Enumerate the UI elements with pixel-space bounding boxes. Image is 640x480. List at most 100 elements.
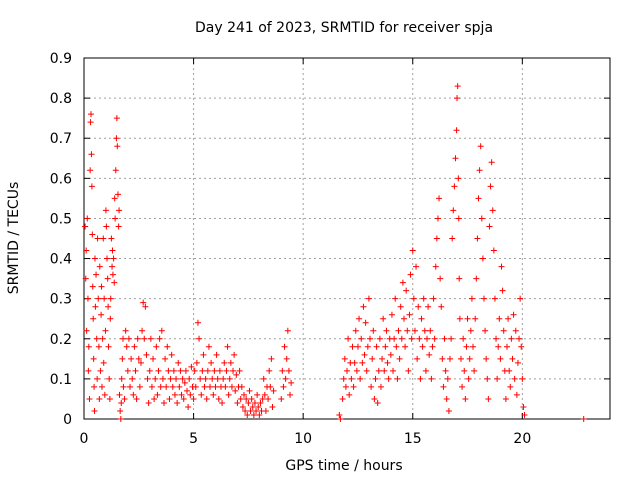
data-point — [213, 351, 220, 358]
data-point — [480, 295, 487, 302]
data-point — [466, 355, 473, 362]
data-point — [500, 327, 507, 334]
data-point — [457, 355, 464, 362]
data-point — [107, 315, 114, 322]
data-point — [470, 343, 477, 350]
data-point — [473, 275, 480, 282]
data-point — [468, 295, 475, 302]
data-point — [115, 223, 122, 230]
data-point — [168, 351, 175, 358]
y-tick-label: 0.2 — [50, 332, 72, 348]
y-tick-label: 0.5 — [50, 211, 72, 227]
data-point — [453, 127, 460, 134]
data-point — [281, 343, 288, 350]
data-point — [483, 355, 490, 362]
plot-frame — [83, 57, 611, 420]
data-point — [185, 403, 192, 410]
data-point — [485, 395, 492, 402]
data-point — [443, 395, 450, 402]
data-point — [377, 383, 384, 390]
data-point — [191, 367, 198, 374]
data-point — [413, 263, 420, 270]
data-point — [205, 343, 212, 350]
data-point — [82, 223, 89, 230]
data-point — [367, 335, 374, 342]
x-tick-label: 15 — [404, 431, 422, 447]
data-point — [409, 247, 416, 254]
data-point — [360, 303, 367, 310]
data-point — [98, 383, 105, 390]
data-point — [441, 335, 448, 342]
data-point — [123, 343, 130, 350]
data-point — [228, 383, 235, 390]
data-point — [518, 343, 525, 350]
data-point — [392, 295, 399, 302]
data-point — [125, 335, 132, 342]
data-point — [90, 315, 97, 322]
data-point — [450, 207, 457, 214]
data-point — [467, 327, 474, 334]
data-point — [445, 407, 452, 414]
data-point — [128, 355, 135, 362]
data-point — [370, 327, 377, 334]
data-point — [139, 327, 146, 334]
data-point — [348, 375, 355, 382]
data-point — [460, 335, 467, 342]
data-point — [95, 295, 102, 302]
data-point — [399, 279, 406, 286]
data-point — [464, 315, 471, 322]
data-point — [350, 383, 357, 390]
data-point — [232, 387, 239, 394]
data-point — [102, 327, 109, 334]
data-point — [84, 295, 91, 302]
data-point — [280, 383, 287, 390]
y-axis-label: SRMTID / TECUs — [6, 182, 22, 295]
data-point — [456, 275, 463, 282]
data-point — [422, 367, 429, 374]
data-point — [421, 327, 428, 334]
data-point — [94, 375, 101, 382]
data-point — [170, 367, 177, 374]
data-point — [415, 303, 422, 310]
y-tick-label: 0.6 — [50, 171, 72, 187]
data-point — [384, 359, 391, 366]
data-point — [376, 335, 383, 342]
data-point — [98, 283, 105, 290]
data-point — [517, 295, 524, 302]
data-point — [390, 367, 397, 374]
data-point — [178, 391, 185, 398]
data-point — [259, 395, 266, 402]
data-point — [387, 351, 394, 358]
data-point — [93, 271, 100, 278]
data-point — [498, 263, 505, 270]
data-point — [388, 311, 395, 318]
data-point — [476, 167, 483, 174]
data-point — [225, 391, 232, 398]
data-point — [365, 295, 372, 302]
data-point — [255, 403, 262, 410]
data-point — [159, 375, 166, 382]
data-point — [249, 403, 256, 410]
data-point — [419, 343, 426, 350]
data-point — [368, 383, 375, 390]
data-point — [164, 343, 171, 350]
y-tick-label: 0 — [63, 412, 72, 428]
data-point — [148, 383, 155, 390]
data-point — [220, 375, 227, 382]
data-point — [499, 287, 506, 294]
data-point — [373, 343, 380, 350]
data-point — [496, 315, 503, 322]
data-point — [192, 383, 199, 390]
data-point — [287, 391, 294, 398]
data-point — [477, 143, 484, 150]
data-point — [174, 399, 181, 406]
data-point — [190, 395, 197, 402]
data-point — [234, 399, 241, 406]
data-point — [212, 383, 219, 390]
data-point — [134, 335, 141, 342]
data-point — [411, 327, 418, 334]
data-point — [176, 383, 183, 390]
data-point — [491, 295, 498, 302]
data-point — [236, 367, 243, 374]
data-point — [184, 387, 191, 394]
